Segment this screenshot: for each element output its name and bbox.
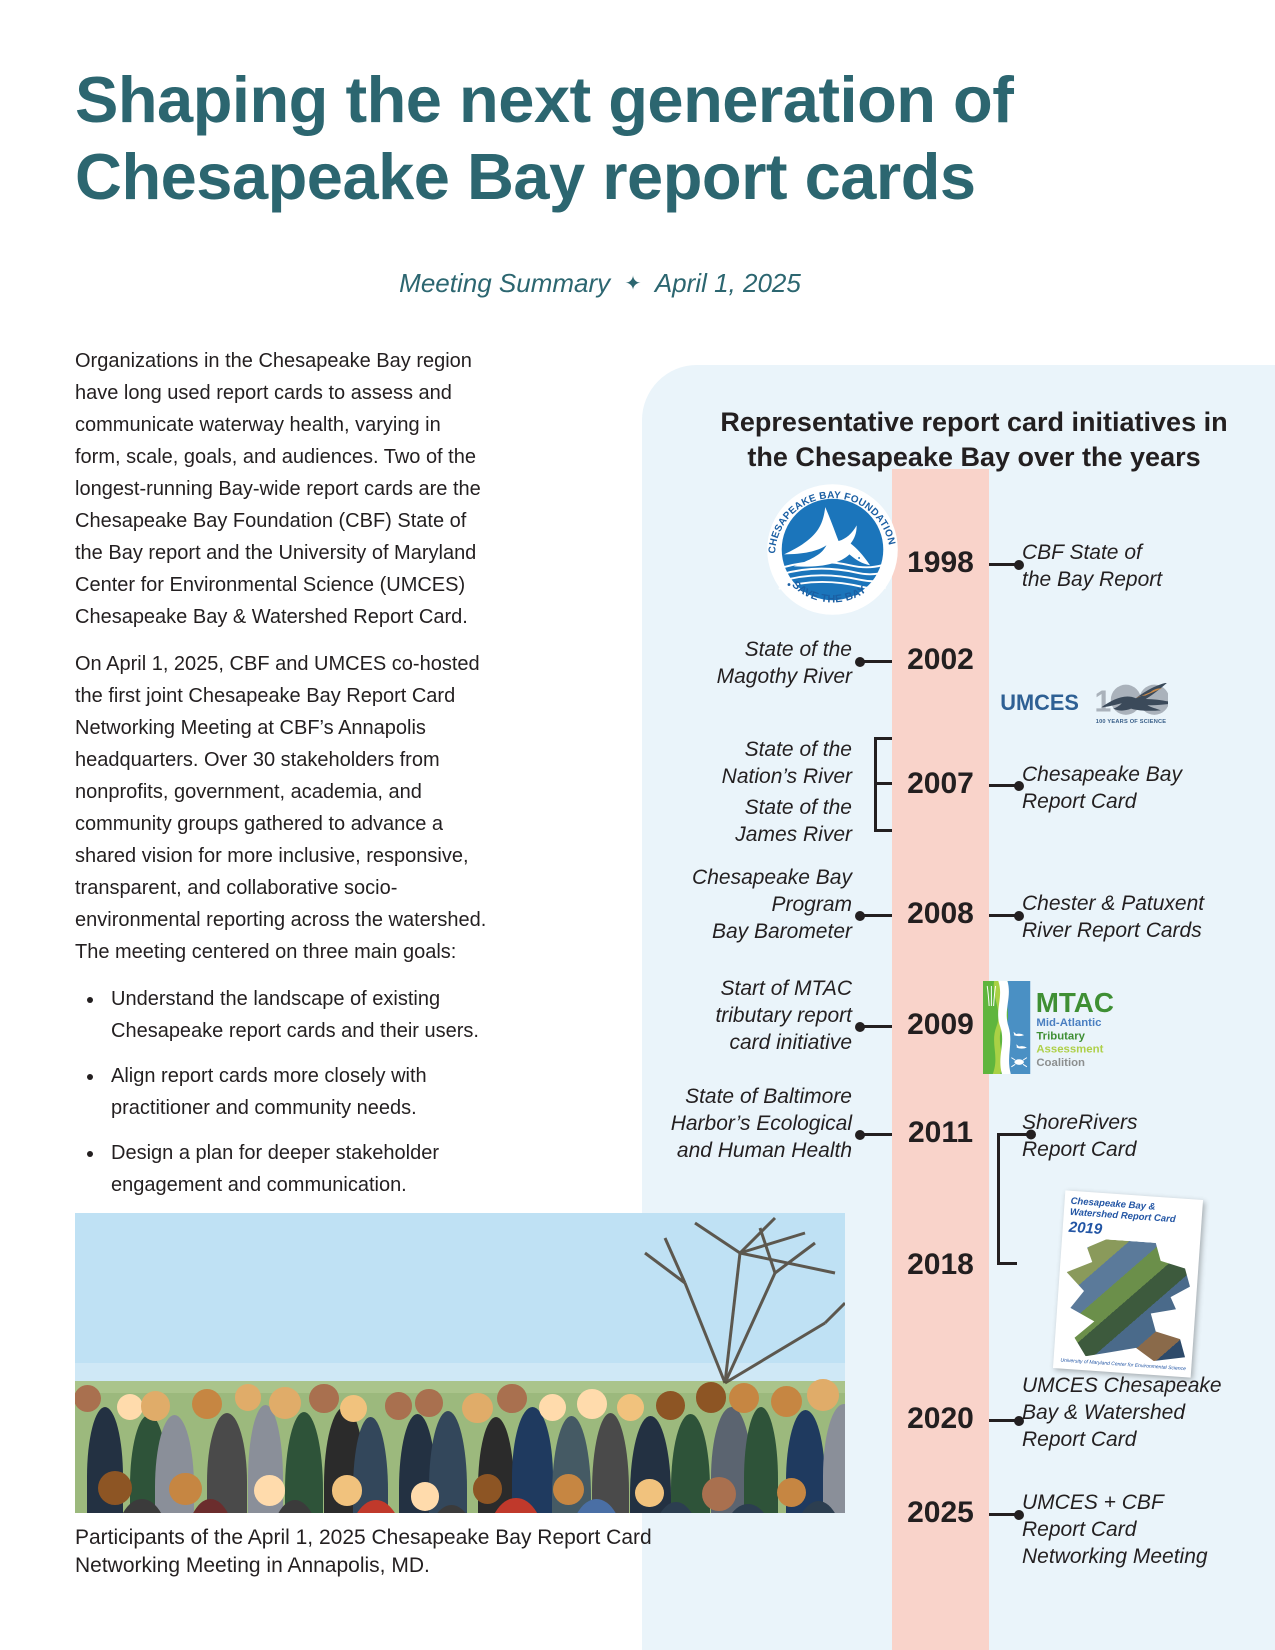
svg-text:Mid-Atlantic: Mid-Atlantic (1036, 1017, 1101, 1029)
svg-text:Coalition: Coalition (1036, 1057, 1085, 1069)
svg-text:UMCES: UMCES (1000, 690, 1079, 715)
svg-text:Assessment: Assessment (1036, 1044, 1103, 1056)
svg-text:100 YEARS OF SCIENCE: 100 YEARS OF SCIENCE (1096, 719, 1167, 725)
svg-text:Tributary: Tributary (1036, 1030, 1085, 1042)
svg-text:1: 1 (1094, 685, 1111, 718)
svg-text:MTAC: MTAC (1036, 987, 1114, 1018)
